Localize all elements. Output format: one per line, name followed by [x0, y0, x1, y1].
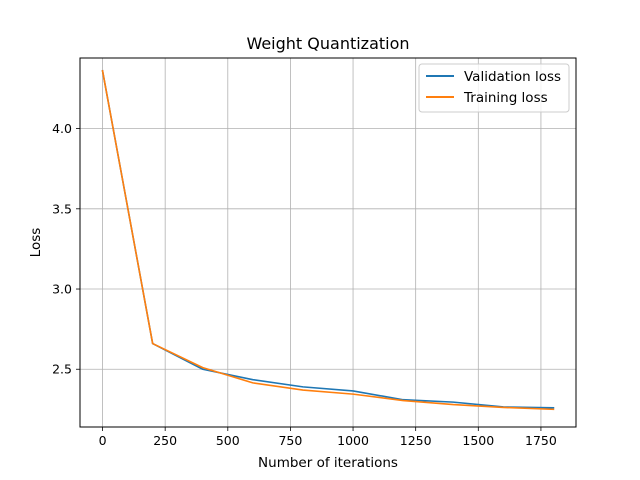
- y-tick-label: 4.0: [52, 121, 72, 136]
- training-loss-line: [101, 69, 555, 411]
- grid: [80, 58, 576, 427]
- legend: Validation loss Training loss: [418, 63, 570, 113]
- series-lines: [101, 69, 555, 411]
- y-tick-label: 2.5: [52, 362, 72, 377]
- x-tick-label: 0: [99, 433, 107, 448]
- legend-label-validation: Validation loss: [464, 69, 561, 85]
- x-tick-label: 1000: [337, 433, 369, 448]
- x-tick-label: 750: [278, 433, 302, 448]
- y-tick-label: 3.0: [52, 282, 72, 297]
- y-axis-label: Loss: [28, 228, 44, 258]
- axis-ticks: 0 250 500 750 1000 1250 1500 1750 2.5 3.0 3.5 4.0: [52, 121, 557, 448]
- x-tick-label: 250: [153, 433, 177, 448]
- x-tick-label: 1500: [462, 433, 494, 448]
- legend-box: [418, 63, 570, 113]
- x-tick-label: 500: [216, 433, 240, 448]
- plot-frame: [79, 57, 577, 428]
- x-tick-label: 1250: [400, 433, 432, 448]
- x-tick-label: 1750: [525, 433, 557, 448]
- x-axis-label: Number of iterations: [258, 455, 398, 471]
- chart-title: Weight Quantization: [246, 34, 409, 53]
- legend-label-training: Training loss: [463, 90, 548, 106]
- y-tick-label: 3.5: [52, 201, 72, 216]
